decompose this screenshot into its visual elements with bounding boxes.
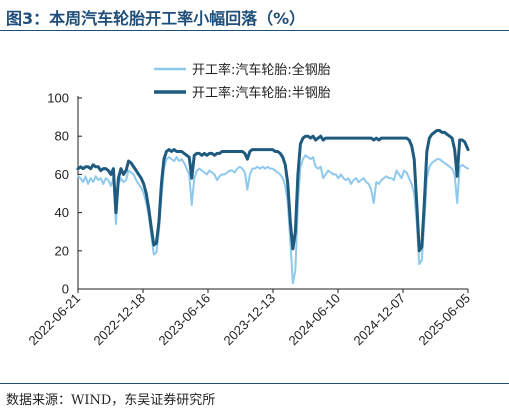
source-note: 数据来源：WIND，东吴证券研究所 — [6, 393, 216, 408]
series-line-all-steel — [77, 154, 469, 285]
footer-divider — [0, 383, 509, 384]
y-tick-label: 100 — [47, 91, 69, 106]
title-bar: 图3：本周汽车轮胎开工率小幅回落（%） — [0, 0, 509, 31]
y-tick-label: 0 — [62, 282, 69, 297]
legend-label-all-steel: 开工率:汽车轮胎:全钢胎 — [192, 62, 331, 78]
x-tick-label: 2024-06-10 — [285, 291, 343, 349]
legend-label-semi-steel: 开工率:汽车轮胎:半钢胎 — [192, 85, 331, 101]
x-tick-label: 2022-12-18 — [90, 291, 148, 349]
y-tick-label: 20 — [55, 243, 69, 258]
axes: 0 20 40 60 80 100 2022-06-21 2022-12-18 2023-06-… — [25, 91, 473, 349]
plot-area — [76, 128, 470, 285]
y-tick-label: 80 — [55, 129, 69, 144]
x-tick-label: 2024-12-07 — [350, 291, 408, 349]
x-tick-label: 2025-06-05 — [415, 291, 473, 349]
x-tick-label: 2023-12-13 — [220, 291, 278, 349]
series-line-semi-steel — [76, 128, 470, 253]
x-tick-label: 2022-06-21 — [25, 291, 83, 349]
x-tick-label: 2023-06-16 — [155, 291, 213, 349]
y-tick-label: 60 — [55, 167, 69, 182]
chart-title: 图3：本周汽车轮胎开工率小幅回落（%） — [6, 9, 306, 28]
y-tick-label: 40 — [55, 205, 69, 220]
